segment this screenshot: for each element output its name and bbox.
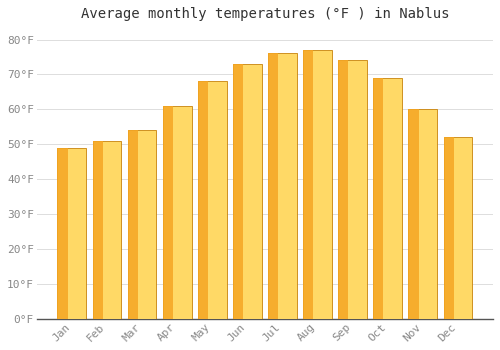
Bar — [303, 50, 332, 319]
Bar — [374, 78, 384, 319]
Bar — [444, 137, 454, 319]
Bar — [58, 148, 68, 319]
Bar — [338, 61, 348, 319]
Title: Average monthly temperatures (°F ) in Nablus: Average monthly temperatures (°F ) in Na… — [80, 7, 449, 21]
Bar — [408, 109, 437, 319]
Bar — [233, 64, 243, 319]
Bar — [233, 64, 262, 319]
Bar — [303, 50, 313, 319]
Bar — [163, 106, 173, 319]
Bar — [444, 137, 472, 319]
Bar — [128, 130, 156, 319]
Bar — [268, 54, 278, 319]
Bar — [198, 82, 208, 319]
Bar — [408, 109, 418, 319]
Bar — [198, 82, 226, 319]
Bar — [268, 54, 297, 319]
Bar — [163, 106, 192, 319]
Bar — [128, 130, 138, 319]
Bar — [374, 78, 402, 319]
Bar — [92, 141, 102, 319]
Bar — [338, 61, 367, 319]
Bar — [92, 141, 122, 319]
Bar — [58, 148, 86, 319]
